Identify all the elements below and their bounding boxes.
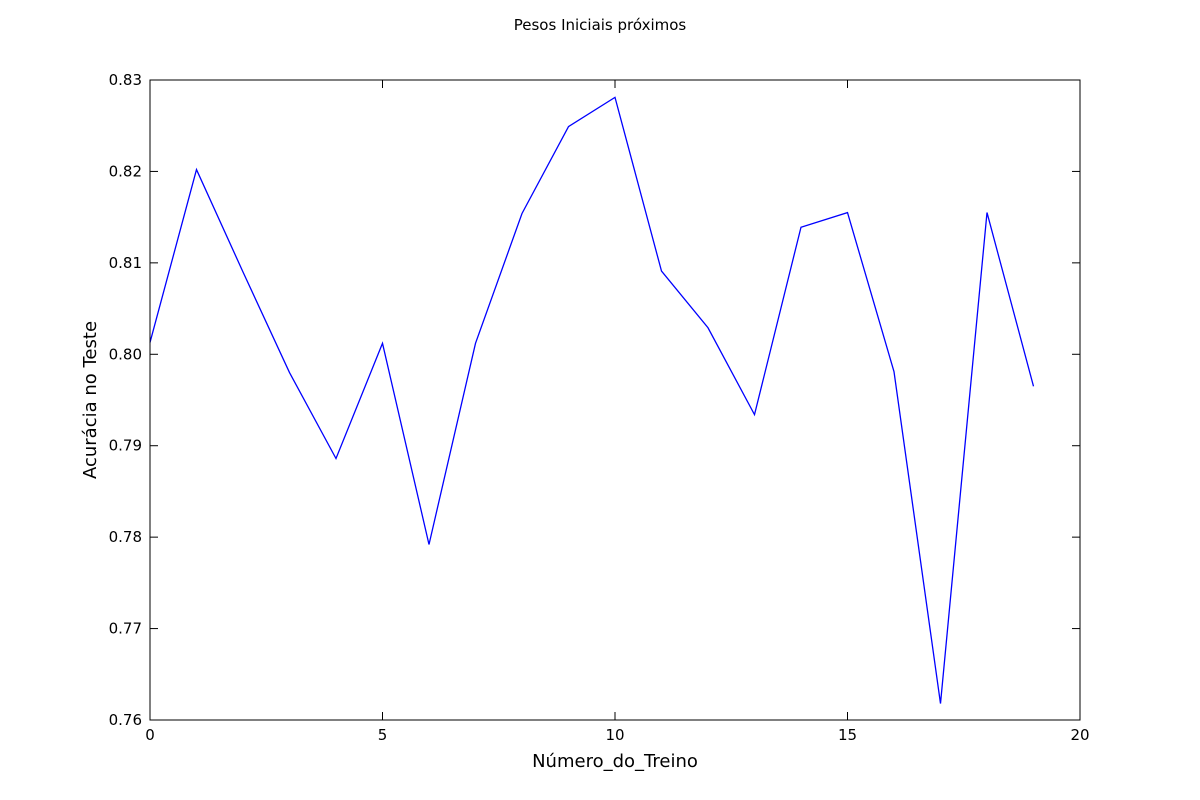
x-tick-label: 15: [838, 726, 857, 744]
y-tick-label: 0.83: [109, 71, 142, 89]
y-tick-label: 0.79: [109, 437, 142, 455]
y-tick-label: 0.78: [109, 528, 142, 546]
y-tick-label: 0.80: [109, 345, 142, 363]
plot-area: [149, 96, 1035, 704]
y-tick-label: 0.76: [109, 711, 142, 729]
x-tick-label: 0: [145, 726, 155, 744]
series-line-0: [149, 96, 1035, 704]
axes-ticks: 0 5 10 15 20 0.76 0.77 0.78 0.79 0.80 0.81 0.82 0.83: [109, 71, 1090, 744]
y-tick-label: 0.81: [109, 254, 142, 272]
x-tick-label: 20: [1070, 726, 1089, 744]
plot-frame: [149, 79, 1081, 721]
y-tick-label: 0.77: [109, 620, 142, 638]
y-tick-label: 0.82: [109, 162, 142, 180]
y-axis-label: Acurácia no Teste: [80, 321, 101, 479]
x-axis-label: Número_do_Treino: [532, 751, 698, 772]
chart-title: Pesos Iniciais próximos: [514, 16, 687, 34]
x-tick-label: 10: [605, 726, 624, 744]
x-tick-label: 5: [378, 726, 388, 744]
